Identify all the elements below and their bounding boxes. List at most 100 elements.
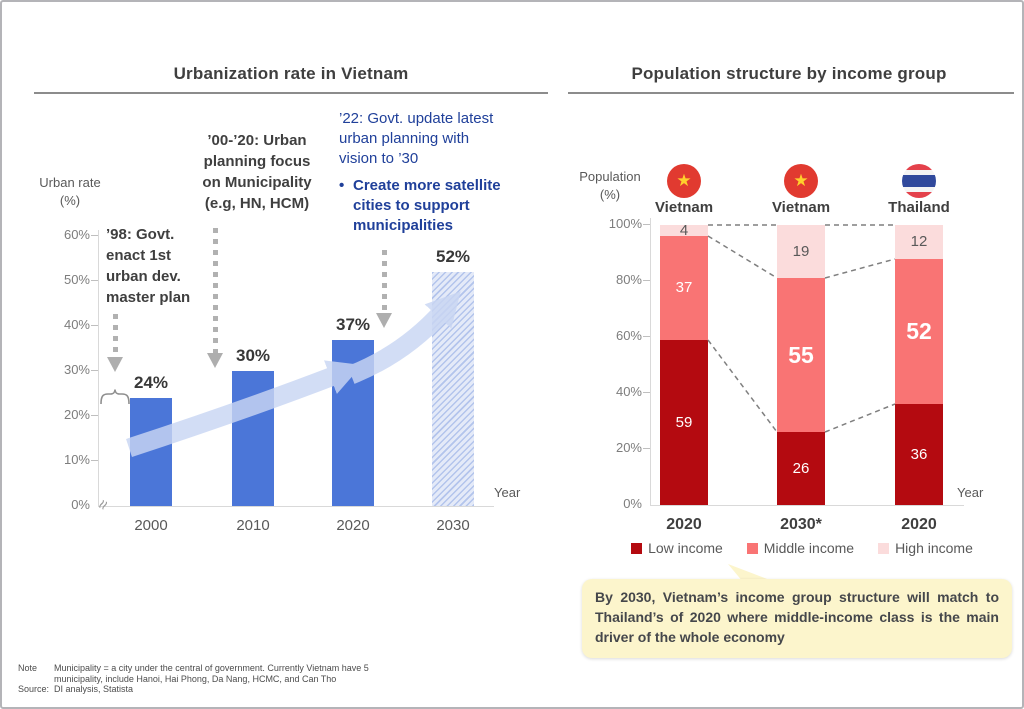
left-x-axis [98,506,494,507]
left-ytick: 0% [71,497,90,512]
segment-middle-income: 52 [895,258,943,405]
right-title-underline [568,92,1014,94]
stacked-bar-vietnam-2020: 4 37 59 [660,222,708,505]
annotation-98: ’98: Govt. enact 1st urban dev. master p… [106,226,191,306]
tick [91,325,98,326]
left-ytick: 60% [63,227,90,242]
right-ytick: 0% [623,496,642,511]
bar-2010 [232,371,274,506]
source-label: Source: [18,684,50,694]
left-y-axis-label: Urban rate (%) [39,175,101,208]
left-ytick: 10% [63,452,90,467]
segment-middle-income: 55 [777,278,825,433]
dashed-down-arrow-22 [376,250,392,328]
note-line-2: municipality, include Hanoi, Hai Phong, … [54,673,337,684]
segment-low-income: 26 [777,432,825,505]
note-label: Note [18,663,38,673]
segment-middle-income: 37 [660,236,708,340]
stacked-bar-vietnam-2030: 19 55 26 [777,225,825,505]
right-ytick: 40% [615,384,642,399]
legend-swatch-middle [746,542,758,554]
x-label-2030-vn: 2030* [780,516,822,533]
value-label: 36 [910,446,928,464]
legend-swatch-high [878,542,890,554]
tick [91,460,98,461]
dashed-arrow-shaft [381,250,387,313]
x-label-2010: 2010 [236,517,270,534]
source-text: DI analysis, Statista [54,684,134,694]
segment-high-income: 19 [777,225,825,279]
tick [643,448,650,449]
segment-high-income: 12 [895,225,943,259]
right-ytick: 60% [615,328,642,343]
note-row: Note Municipality = a city under the cen… [18,663,369,684]
legend: Low income Middle income High income [590,540,1014,556]
note-line-1: Municipality = a city under the central … [54,663,369,673]
right-y-axis-label: Population (%) [579,169,641,202]
value-label: 59 [675,413,693,431]
legend-item-low-income: Low income [631,540,723,556]
bar-value-2030: 52% [435,247,471,266]
right-x-axis [650,505,964,506]
right-ytick: 20% [615,440,642,455]
left-title-underline [34,92,548,94]
legend-item-high-income: High income [878,540,973,556]
annotation-00-20: ’00-’20: Urban planning focus on Municip… [202,132,312,212]
left-ytick: 40% [63,317,90,332]
x-label-2020-th: 2020 [901,516,937,533]
bar-value-2020: 37% [335,314,371,334]
bar-value-2000: 24% [133,373,169,392]
tick [643,280,650,281]
insight-callout: By 2030, Vietnam’s income group structur… [582,579,1012,658]
x-label-2020-vn: 2020 [666,516,702,533]
tick [91,370,98,371]
stacked-bar-thailand-2020: 12 52 36 [895,225,943,505]
dashed-arrow-shaft [212,228,218,353]
value-label: 19 [792,243,810,261]
segment-high-income: 4 [660,222,708,240]
tick [643,224,650,225]
tick [643,392,650,393]
legend-swatch-low [631,542,643,554]
vietnam-flag-icon: ★ [784,164,818,198]
group-label-vietnam: Vietnam [654,199,714,216]
value-label: 52 [906,317,932,344]
tick [91,235,98,236]
bar-value-2010: 30% [235,346,271,365]
callout-text: By 2030, Vietnam’s income group structur… [595,589,999,645]
annotation-22: ’22: Govt. update latest urban planning … [339,110,494,167]
value-label: 37 [675,279,693,297]
arrow-head-icon [107,357,123,372]
bar-2020 [332,339,374,506]
left-y-axis [98,230,99,506]
thailand-flag-icon [902,164,936,198]
arrow-head-icon [376,313,392,328]
left-chart-title: Urbanization rate in Vietnam [173,64,409,83]
arrow-head-icon [207,353,223,368]
right-y-axis [650,218,651,505]
dashed-down-arrow-00-20 [207,228,223,368]
segment-low-income: 59 [660,339,708,505]
value-label: 4 [679,222,689,240]
left-ytick: 20% [63,407,90,422]
source-row: Source: DI analysis, Statista [18,684,369,695]
footer-notes: Note Municipality = a city under the cen… [18,663,369,695]
bullet-icon: • [339,177,345,194]
annotation-satellite-cities: • Create more satellite cities to suppor… [339,177,501,234]
dashed-arrow-shaft [112,314,118,357]
legend-item-middle-income: Middle income [746,540,854,556]
left-ytick: 30% [63,362,90,377]
right-year-label: Year [957,485,984,500]
right-chart-title: Population structure by income group [631,64,947,83]
x-label-2030: 2030 [436,517,470,534]
tick [91,415,98,416]
value-label: 55 [788,341,814,368]
bar-2000 [130,398,172,506]
x-label-2020: 2020 [336,517,370,534]
value-label: 26 [792,460,810,478]
group-label-vietnam-2030: Vietnam [771,199,831,216]
group-label-thailand: Thailand [888,199,950,216]
tick [643,336,650,337]
axis-break-icon: ≈ [92,496,114,514]
